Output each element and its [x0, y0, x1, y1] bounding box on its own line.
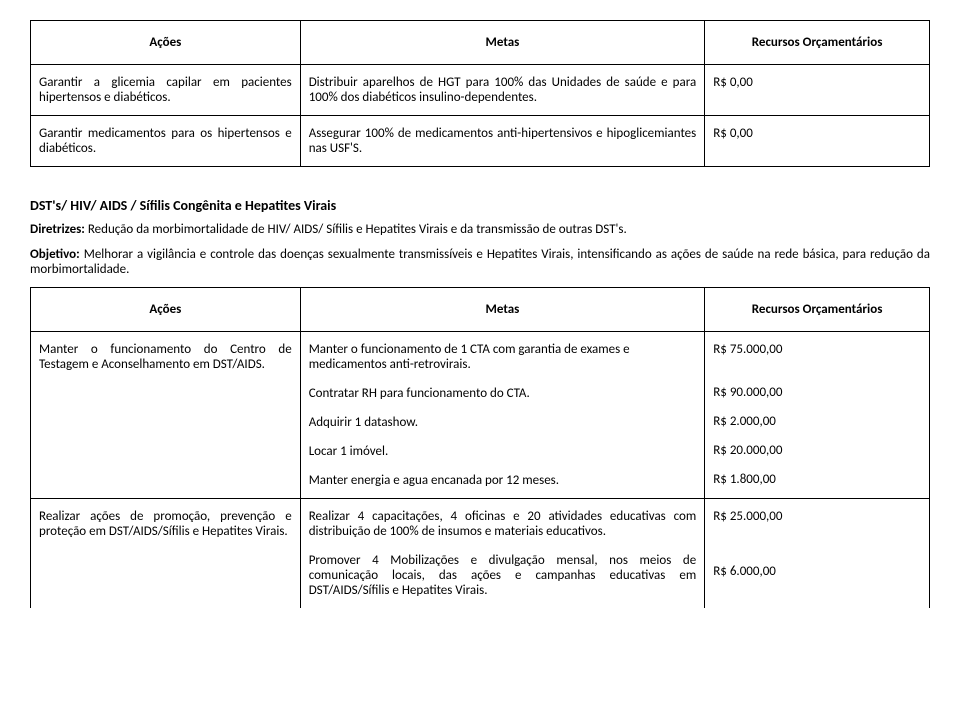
meta-item: Manter energia e agua encanada por 12 me… — [309, 473, 697, 488]
recurso-item: R$ 25.000,00 — [713, 509, 921, 524]
header-acoes: Ações — [31, 288, 301, 332]
cell-recurso-multi: R$ 25.000,00 R$ 6.000,00 — [705, 499, 930, 609]
recurso-item: R$ 20.000,00 — [713, 443, 921, 458]
diretrizes-paragraph: Diretrizes: Redução da morbimortalidade … — [30, 222, 930, 237]
cell-acao: Garantir a glicemia capilar em pacientes… — [31, 65, 301, 116]
cell-meta: Distribuir aparelhos de HGT para 100% da… — [300, 65, 705, 116]
cell-meta: Assegurar 100% de medicamentos anti-hipe… — [300, 116, 705, 167]
cell-meta-multi: Manter o funcionamento de 1 CTA com gara… — [300, 332, 705, 499]
cell-acao: Garantir medicamentos para os hipertenso… — [31, 116, 301, 167]
table-row: Garantir medicamentos para os hipertenso… — [31, 116, 930, 167]
meta-item: Realizar 4 capacitações, 4 oficinas e 20… — [309, 509, 697, 539]
recurso-item: R$ 90.000,00 — [713, 385, 921, 400]
cell-recurso: R$ 0,00 — [705, 65, 930, 116]
section-title: DST's/ HIV/ AIDS / Sífilis Congênita e H… — [30, 197, 930, 214]
header-recursos: Recursos Orçamentários — [705, 288, 930, 332]
meta-item: Adquirir 1 datashow. — [309, 415, 697, 430]
cell-meta-multi: Realizar 4 capacitações, 4 oficinas e 20… — [300, 499, 705, 609]
recurso-item: R$ 2.000,00 — [713, 414, 921, 429]
table-row: Garantir a glicemia capilar em pacientes… — [31, 65, 930, 116]
objetivo-text: Melhorar a vigilância e controle das doe… — [30, 247, 930, 277]
diretrizes-label: Diretrizes: — [30, 222, 85, 237]
recurso-item: R$ 75.000,00 — [713, 342, 921, 357]
meta-item: Contratar RH para funcionamento do CTA. — [309, 386, 697, 401]
recurso-item: R$ 1.800,00 — [713, 472, 921, 487]
cell-acao: Manter o funcionamento do Centro de Test… — [31, 332, 301, 499]
objetivo-paragraph: Objetivo: Melhorar a vigilância e contro… — [30, 247, 930, 277]
table-1: Ações Metas Recursos Orçamentários Garan… — [30, 20, 930, 167]
header-recursos: Recursos Orçamentários — [705, 21, 930, 65]
objetivo-label: Objetivo: — [30, 247, 80, 262]
table-1-header-row: Ações Metas Recursos Orçamentários — [31, 21, 930, 65]
header-metas: Metas — [300, 288, 705, 332]
cell-recurso-multi: R$ 75.000,00 R$ 90.000,00 R$ 2.000,00 R$… — [705, 332, 930, 499]
header-acoes: Ações — [31, 21, 301, 65]
meta-item: Manter o funcionamento de 1 CTA com gara… — [309, 342, 697, 372]
cell-recurso: R$ 0,00 — [705, 116, 930, 167]
table-2: Ações Metas Recursos Orçamentários Mante… — [30, 287, 930, 608]
table-row: Realizar ações de promoção, prevenção e … — [31, 499, 930, 609]
table-row: Manter o funcionamento do Centro de Test… — [31, 332, 930, 499]
meta-item: Promover 4 Mobilizações e divulgação men… — [309, 553, 697, 598]
recurso-item: R$ 6.000,00 — [713, 564, 921, 579]
cell-acao: Realizar ações de promoção, prevenção e … — [31, 499, 301, 609]
meta-item: Locar 1 imóvel. — [309, 444, 697, 459]
table-2-header-row: Ações Metas Recursos Orçamentários — [31, 288, 930, 332]
diretrizes-text: Redução da morbimortalidade de HIV/ AIDS… — [85, 222, 627, 237]
header-metas: Metas — [300, 21, 705, 65]
